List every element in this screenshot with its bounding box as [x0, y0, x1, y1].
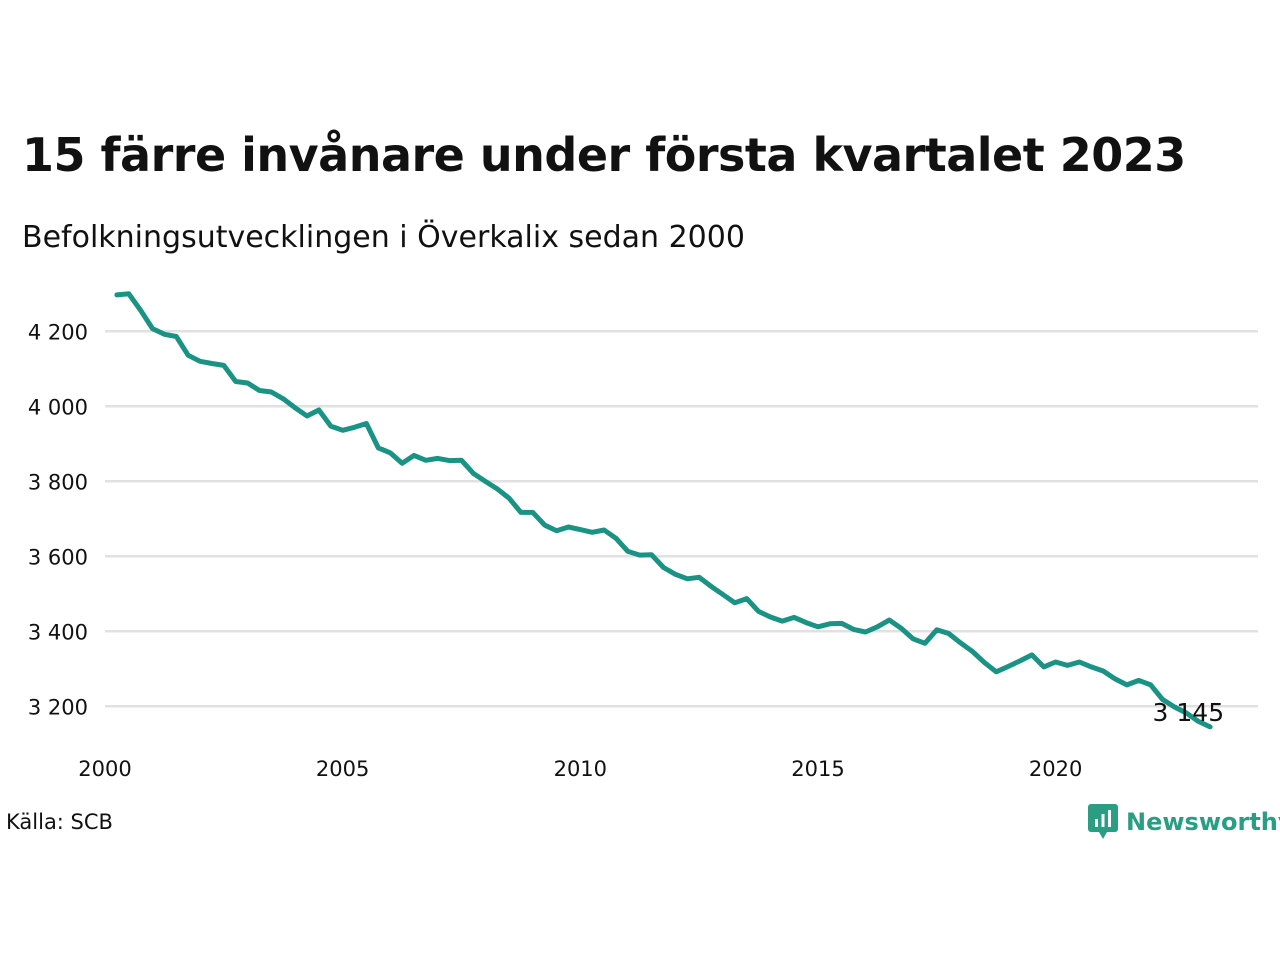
- x-tick-label: 2005: [316, 757, 369, 781]
- y-tick-label: 3 200: [28, 695, 88, 719]
- y-axis: 3 200 3 400 3 600 3 800 4 000 4 200: [28, 320, 88, 719]
- brand-name: Newsworthy: [1126, 808, 1280, 836]
- y-tick-label: 4 000: [28, 395, 88, 419]
- label-layer: 3 145: [1153, 698, 1225, 727]
- x-tick-label: 2015: [791, 757, 844, 781]
- population-series-line: [114, 291, 1213, 730]
- y-tick-label: 4 200: [28, 320, 88, 344]
- grid-lines: [105, 330, 1258, 708]
- y-tick-label: 3 600: [28, 545, 88, 569]
- chart-subtitle: Befolkningsutvecklingen i Överkalix seda…: [22, 220, 745, 255]
- x-tick-label: 2000: [78, 757, 131, 781]
- y-tick-label: 3 400: [28, 620, 88, 644]
- newsworthy-logo: Newsworthy: [1088, 804, 1280, 840]
- newsworthy-icon: [1088, 804, 1118, 839]
- source-note: Källa: SCB: [6, 810, 113, 834]
- y-tick-label: 3 800: [28, 470, 88, 494]
- chart-title: 15 färre invånare under första kvartalet…: [22, 128, 1186, 182]
- x-axis: 2000 2005 2010 2015 2020: [78, 757, 1082, 781]
- end-value-label: 3 145: [1153, 698, 1225, 727]
- series-layer: [114, 291, 1213, 730]
- x-tick-label: 2010: [554, 757, 607, 781]
- x-tick-label: 2020: [1029, 757, 1082, 781]
